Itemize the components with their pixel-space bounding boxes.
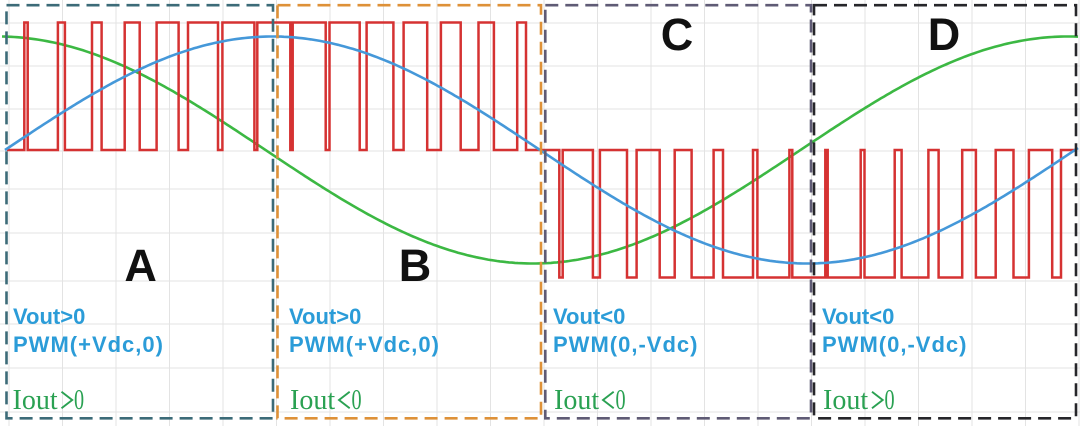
- svg-text:0: 0: [616, 385, 626, 416]
- svg-text:Vout>0: Vout>0: [289, 304, 361, 329]
- svg-text:B: B: [399, 240, 432, 291]
- svg-text:A: A: [124, 240, 157, 291]
- svg-text:Iout: Iout: [823, 385, 868, 416]
- svg-text:Vout<0: Vout<0: [822, 304, 894, 329]
- svg-text:0: 0: [74, 385, 84, 416]
- svg-text:Iout: Iout: [554, 385, 599, 416]
- svg-text:PWM(+Vdc,0): PWM(+Vdc,0): [289, 332, 440, 357]
- svg-text:0: 0: [885, 385, 895, 416]
- svg-text:D: D: [928, 9, 961, 60]
- svg-text:PWM(0,-Vdc): PWM(0,-Vdc): [553, 332, 698, 357]
- svg-text:Iout: Iout: [13, 385, 58, 416]
- svg-text:Iout: Iout: [290, 385, 335, 416]
- svg-text:0: 0: [352, 385, 362, 416]
- svg-text:C: C: [661, 9, 694, 60]
- svg-text:Vout<0: Vout<0: [553, 304, 625, 329]
- svg-text:PWM(+Vdc,0): PWM(+Vdc,0): [13, 332, 164, 357]
- svg-text:Vout>0: Vout>0: [13, 304, 85, 329]
- svg-text:PWM(0,-Vdc): PWM(0,-Vdc): [822, 332, 967, 357]
